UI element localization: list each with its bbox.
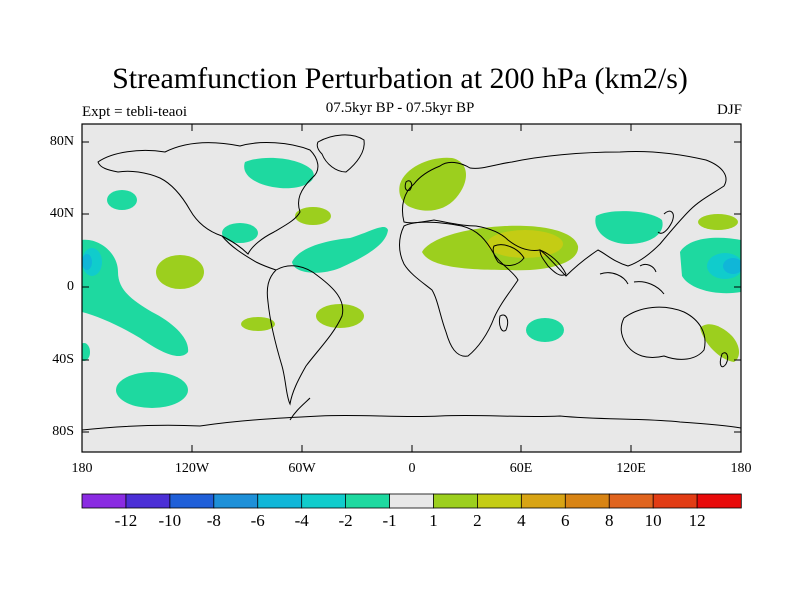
longitude-ticks bbox=[191, 124, 632, 452]
colorbar-swatch bbox=[345, 493, 391, 509]
lat-label-0: 0 bbox=[67, 279, 74, 294]
lon-label-60e: 60E bbox=[509, 461, 533, 476]
colorbar-label: 6 bbox=[561, 511, 570, 530]
lat-label-80n: 80N bbox=[49, 134, 74, 149]
colorbar-swatch bbox=[301, 493, 347, 509]
coastlines bbox=[82, 134, 741, 431]
positive-anomaly-regions bbox=[156, 157, 740, 362]
lon-label-180e: 180 bbox=[730, 461, 752, 476]
colorbar-swatch bbox=[389, 493, 435, 509]
colorbar-swatch bbox=[520, 493, 566, 509]
lat-label-40n: 40N bbox=[49, 206, 74, 221]
colorbar-swatch bbox=[608, 493, 654, 509]
plot-title: Streamfunction Perturbation at 200 hPa (… bbox=[112, 62, 688, 95]
colorbar-label: -10 bbox=[158, 511, 182, 530]
negative-anomaly-regions bbox=[82, 157, 741, 408]
colorbar-swatch bbox=[564, 493, 610, 509]
colorbar-label: 1 bbox=[429, 511, 438, 530]
lon-label-0: 0 bbox=[408, 461, 416, 476]
lon-label-120e: 120E bbox=[616, 461, 646, 476]
colorbar-label: -2 bbox=[338, 511, 353, 530]
colorbar-label: 8 bbox=[604, 511, 614, 530]
lon-label-180w: 180 bbox=[71, 461, 93, 476]
season-label: DJF bbox=[716, 102, 742, 118]
colorbar-label: -6 bbox=[250, 511, 265, 530]
colorbar-swatch bbox=[125, 493, 171, 509]
colorbar-label: -4 bbox=[294, 511, 309, 530]
colorbar-label: -12 bbox=[114, 511, 138, 530]
colorbar-swatch bbox=[433, 493, 479, 509]
colorbar-swatch bbox=[652, 493, 698, 509]
experiment-label: Expt = tebli-teaoi bbox=[82, 104, 188, 120]
lon-label-120w: 120W bbox=[174, 461, 210, 476]
period-label: 07.5kyr BP - 07.5kyr BP bbox=[325, 100, 475, 116]
colorbar-label: 2 bbox=[473, 511, 482, 530]
colorbar-swatch bbox=[257, 493, 303, 509]
colorbar-swatch bbox=[213, 493, 259, 509]
colorbar-swatch bbox=[476, 493, 523, 509]
latitude-ticks bbox=[82, 141, 741, 433]
lon-label-60w: 60W bbox=[288, 461, 316, 476]
colorbar-label: 4 bbox=[517, 511, 526, 530]
map-area bbox=[82, 124, 741, 452]
colorbar-label: 10 bbox=[644, 511, 662, 530]
lat-label-40s: 40S bbox=[52, 352, 74, 367]
colorbar-label: 12 bbox=[688, 511, 706, 530]
colorbar bbox=[81, 493, 742, 509]
lat-label-80s: 80S bbox=[52, 424, 74, 439]
colorbar-label: -1 bbox=[382, 511, 397, 530]
colorbar-swatch bbox=[169, 493, 215, 509]
colorbar-swatch bbox=[696, 493, 742, 509]
colorbar-swatch bbox=[81, 493, 127, 509]
colorbar-label: -8 bbox=[206, 511, 221, 530]
